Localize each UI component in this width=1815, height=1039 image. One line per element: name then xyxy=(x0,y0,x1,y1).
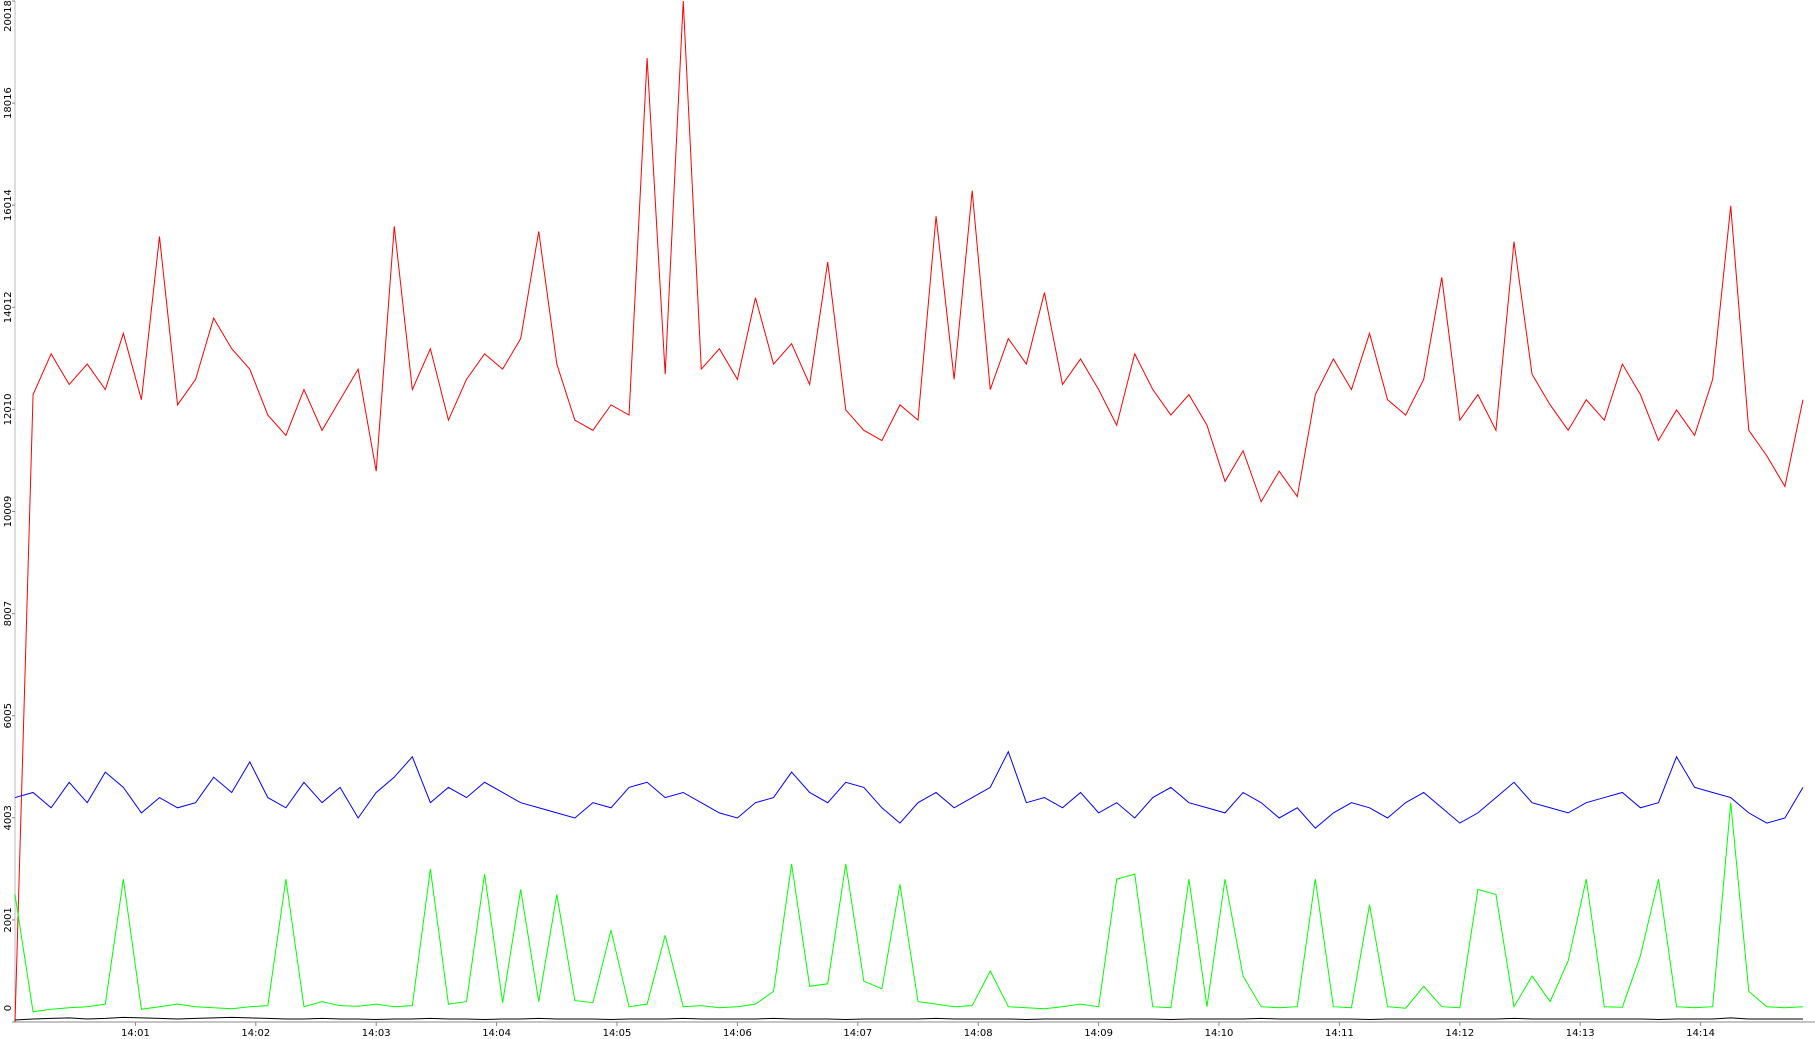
y-tick-label: 16014 xyxy=(3,189,14,221)
series-line xyxy=(14,0,1804,1023)
y-tick-label: 12010 xyxy=(3,394,14,426)
x-tick-label: 14:01 xyxy=(121,1028,150,1039)
y-tick-label: 18016 xyxy=(3,87,14,119)
y-tick-label: 2001 xyxy=(3,907,14,932)
series-line xyxy=(14,1016,1803,1021)
series-line xyxy=(14,750,1804,829)
x-tick-label: 14:05 xyxy=(603,1028,632,1039)
series-line xyxy=(14,802,1803,1013)
x-tick-label: 14:10 xyxy=(1205,1028,1234,1039)
y-tick-label: 8007 xyxy=(3,601,14,626)
y-tick-label: 10009 xyxy=(3,496,14,528)
x-tick-label: 14:11 xyxy=(1325,1028,1354,1039)
y-tick-label: 20018 xyxy=(3,0,14,32)
x-tick-label: 14:08 xyxy=(964,1028,993,1039)
x-tick-label: 14:09 xyxy=(1084,1028,1113,1039)
x-tick-label: 14:04 xyxy=(482,1028,511,1039)
x-tick-label: 14:12 xyxy=(1445,1028,1474,1039)
x-tick-label: 14:06 xyxy=(723,1028,752,1039)
x-tick-label: 14:02 xyxy=(241,1028,270,1039)
x-tick-label: 14:14 xyxy=(1686,1028,1715,1039)
y-tick-label: 6005 xyxy=(3,703,14,728)
y-tick-label: 0 xyxy=(3,1005,14,1011)
y-tick-label: 14012 xyxy=(3,291,14,323)
y-tick-label: 4003 xyxy=(3,805,14,830)
x-tick-label: 14:03 xyxy=(362,1028,391,1039)
x-tick-label: 14:13 xyxy=(1566,1028,1595,1039)
x-tick-label: 14:07 xyxy=(843,1028,872,1039)
